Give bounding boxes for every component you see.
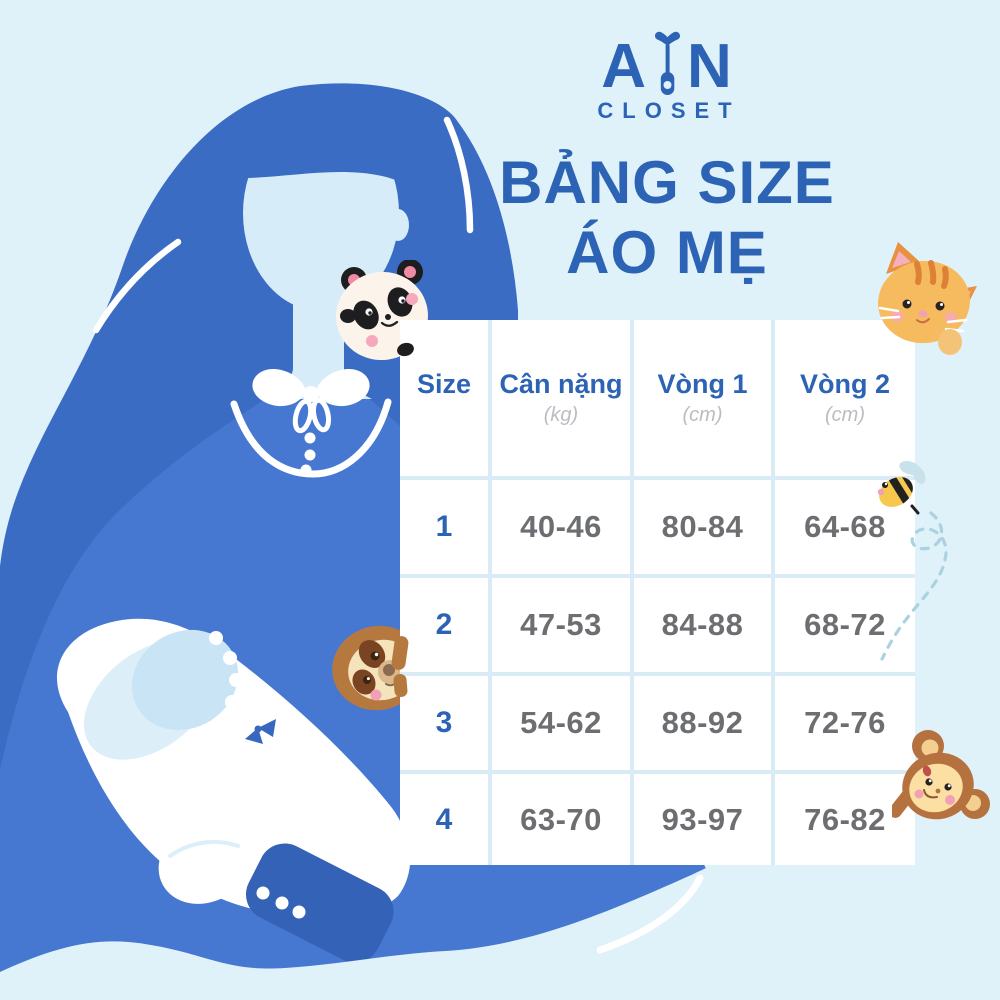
baby-bow: [258, 719, 276, 737]
size-table: Size Cân nặng (kg) Vòng 1 (cm) Vòng 2 (c…: [400, 320, 915, 865]
table-cell: 93-97: [634, 774, 771, 865]
monkey-icon: [892, 730, 990, 820]
cuff: [245, 843, 394, 963]
header-size: Size: [400, 320, 488, 476]
header-weight: Cân nặng (kg): [492, 320, 630, 476]
table-cell: 1: [400, 480, 488, 574]
table-cell: 47-53: [492, 578, 630, 672]
table-cell: 2: [400, 578, 488, 672]
table-cell: 63-70: [492, 774, 630, 865]
bee-icon: [877, 460, 926, 515]
table-cell: 68-72: [775, 578, 915, 672]
bottom-wave: [0, 866, 1000, 1000]
table-cell: 76-82: [775, 774, 915, 865]
table-cell: 4: [400, 774, 488, 865]
baby-bonnet: [131, 629, 239, 731]
title-line-2: ÁO MẸ: [566, 219, 768, 286]
table-cell: 88-92: [634, 676, 771, 770]
logo-subtitle: CLOSET: [597, 98, 741, 123]
logo-letter-a: A: [601, 32, 647, 101]
table-cell: 80-84: [634, 480, 771, 574]
logo-letter-n: N: [687, 32, 733, 101]
bee-trail-icon: [880, 511, 948, 661]
mother-hand: [123, 759, 252, 904]
page-title: BẢNG SIZE ÁO MẸ: [417, 148, 917, 288]
safety-pin-heart-icon: [655, 31, 680, 95]
table-cell: 54-62: [492, 676, 630, 770]
header-bust: Vòng 1 (cm): [634, 320, 771, 476]
header-waist: Vòng 2 (cm): [775, 320, 915, 476]
table-cell: 84-88: [634, 578, 771, 672]
table-cell: 3: [400, 676, 488, 770]
title-line-1: BẢNG SIZE: [499, 149, 835, 216]
sloth-paw-icon: [393, 673, 408, 698]
cat-icon: [878, 242, 977, 355]
table-cell: 72-76: [775, 676, 915, 770]
table-cell: 40-46: [492, 480, 630, 574]
brand-logo: A N CLOSET: [417, 30, 917, 124]
